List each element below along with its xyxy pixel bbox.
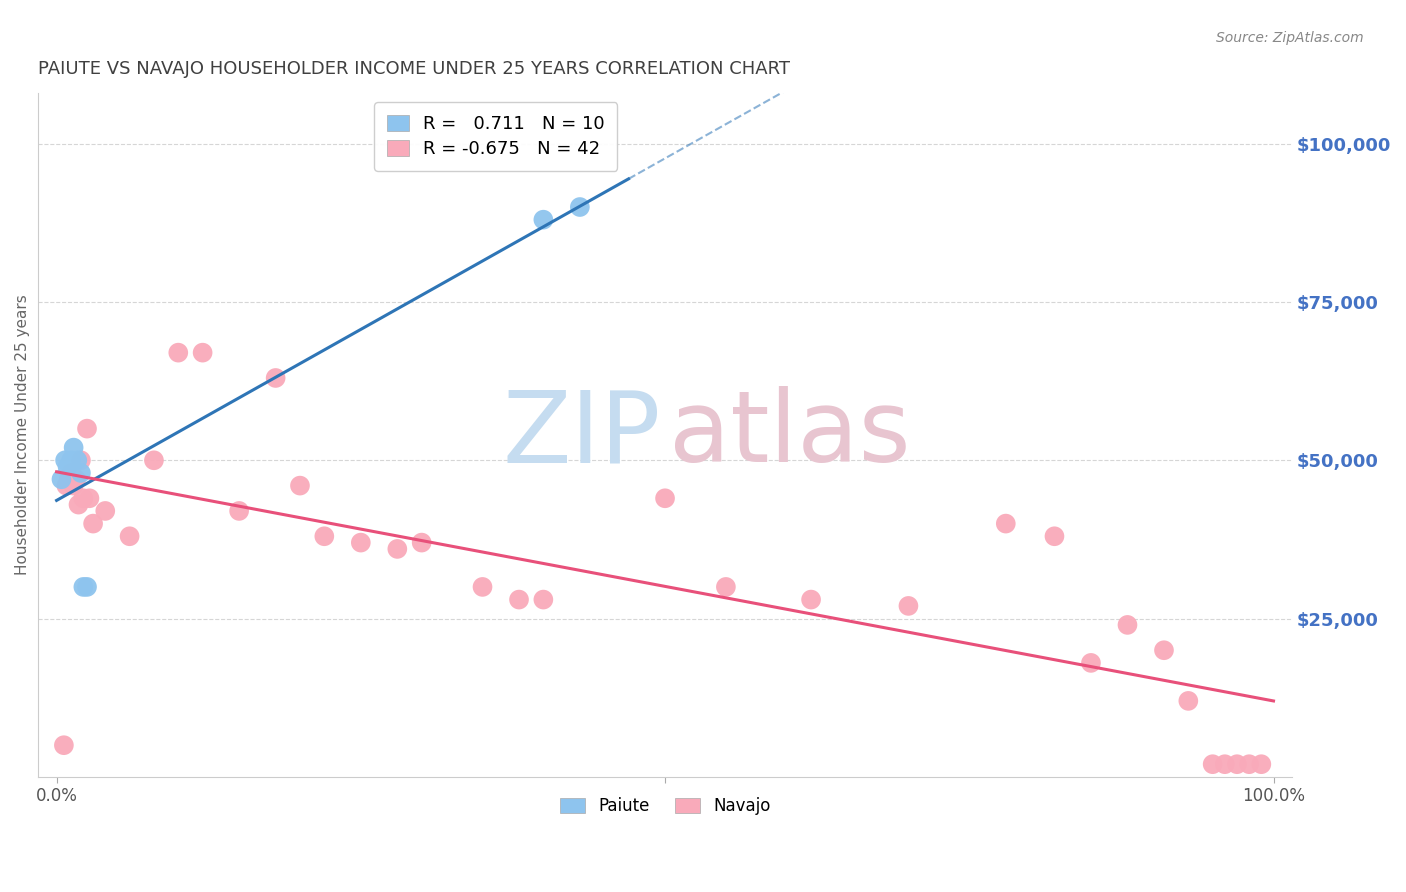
Point bbox=[1116, 618, 1139, 632]
Point bbox=[228, 504, 250, 518]
Point bbox=[55, 478, 77, 492]
Point bbox=[58, 472, 80, 486]
Point bbox=[314, 529, 336, 543]
Text: ZIP: ZIP bbox=[503, 386, 661, 483]
Point bbox=[531, 592, 554, 607]
Point bbox=[1080, 656, 1102, 670]
Point bbox=[508, 592, 530, 607]
Point bbox=[994, 516, 1017, 531]
Point bbox=[118, 529, 141, 543]
Point bbox=[897, 599, 920, 613]
Point bbox=[51, 472, 73, 486]
Point bbox=[471, 580, 494, 594]
Point bbox=[191, 345, 214, 359]
Point bbox=[65, 472, 87, 486]
Point bbox=[60, 453, 83, 467]
Point bbox=[1237, 757, 1260, 772]
Point bbox=[94, 504, 117, 518]
Point bbox=[142, 453, 165, 467]
Point bbox=[52, 738, 75, 752]
Text: atlas: atlas bbox=[669, 386, 911, 483]
Point bbox=[1226, 757, 1249, 772]
Point bbox=[1250, 757, 1272, 772]
Point bbox=[1201, 757, 1223, 772]
Y-axis label: Householder Income Under 25 years: Householder Income Under 25 years bbox=[15, 294, 30, 575]
Point bbox=[387, 541, 409, 556]
Point bbox=[76, 422, 98, 436]
Point bbox=[76, 580, 98, 594]
Point bbox=[56, 459, 79, 474]
Point bbox=[714, 580, 737, 594]
Legend: Paiute, Navajo: Paiute, Navajo bbox=[551, 789, 779, 823]
Point bbox=[62, 478, 84, 492]
Point bbox=[800, 592, 823, 607]
Point bbox=[411, 535, 433, 549]
Point bbox=[79, 491, 101, 506]
Point bbox=[654, 491, 676, 506]
Point bbox=[72, 491, 94, 506]
Point bbox=[350, 535, 373, 549]
Point bbox=[568, 200, 591, 214]
Point bbox=[1043, 529, 1066, 543]
Point bbox=[82, 516, 104, 531]
Point bbox=[1177, 694, 1199, 708]
Point bbox=[70, 466, 93, 480]
Point bbox=[60, 466, 83, 480]
Point bbox=[531, 212, 554, 227]
Point bbox=[72, 580, 94, 594]
Point bbox=[1213, 757, 1236, 772]
Point bbox=[66, 453, 89, 467]
Point bbox=[53, 453, 76, 467]
Text: PAIUTE VS NAVAJO HOUSEHOLDER INCOME UNDER 25 YEARS CORRELATION CHART: PAIUTE VS NAVAJO HOUSEHOLDER INCOME UNDE… bbox=[38, 60, 790, 78]
Text: Source: ZipAtlas.com: Source: ZipAtlas.com bbox=[1216, 31, 1364, 45]
Point bbox=[167, 345, 190, 359]
Point bbox=[264, 371, 287, 385]
Point bbox=[1153, 643, 1175, 657]
Point bbox=[62, 441, 84, 455]
Point bbox=[70, 453, 93, 467]
Point bbox=[288, 478, 311, 492]
Point bbox=[67, 498, 90, 512]
